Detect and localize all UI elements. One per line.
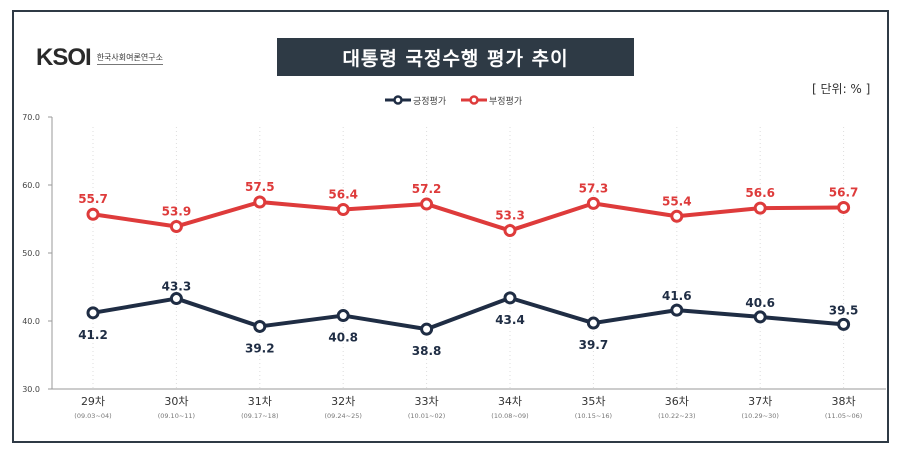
y-tick-label: 30.0 bbox=[22, 385, 40, 394]
y-tick-label: 60.0 bbox=[22, 181, 40, 190]
positive-point bbox=[420, 322, 434, 336]
positive-point bbox=[503, 291, 517, 305]
positive-point bbox=[586, 316, 600, 330]
negative-point bbox=[420, 197, 434, 211]
negative-data-label: 53.3 bbox=[495, 209, 525, 223]
negative-point bbox=[670, 209, 684, 223]
negative-point bbox=[503, 224, 517, 238]
y-tick-label: 70.0 bbox=[22, 113, 40, 122]
x-period-label: (10.15~16) bbox=[575, 412, 612, 420]
negative-point bbox=[169, 219, 183, 233]
positive-data-label: 39.2 bbox=[245, 341, 275, 355]
negative-data-label: 53.9 bbox=[162, 204, 192, 218]
negative-data-label: 57.2 bbox=[412, 182, 442, 196]
x-period-label: (09.24~25) bbox=[324, 412, 361, 420]
x-period-label: (10.29~30) bbox=[741, 412, 778, 420]
legend-label: 부정평가 bbox=[489, 96, 522, 107]
positive-point bbox=[670, 303, 684, 317]
negative-data-label: 55.7 bbox=[78, 192, 108, 206]
negative-point bbox=[753, 201, 767, 215]
logo-mark: KSOI bbox=[36, 44, 92, 71]
negative-series-line bbox=[92, 200, 844, 233]
positive-point bbox=[253, 319, 267, 333]
x-period-label: (10.08~09) bbox=[491, 412, 528, 420]
x-period-label: (10.22~23) bbox=[658, 412, 695, 420]
positive-series-line bbox=[92, 295, 844, 332]
negative-point bbox=[86, 207, 100, 221]
negative-data-label: 56.7 bbox=[829, 185, 859, 199]
x-tick-label: 33차 bbox=[415, 395, 439, 408]
logo-text: 한국사회여론연구소 bbox=[96, 52, 163, 65]
x-tick-label: 38차 bbox=[832, 395, 856, 408]
negative-point bbox=[253, 195, 267, 209]
x-tick-label: 37차 bbox=[748, 395, 772, 408]
x-tick-label: 31차 bbox=[248, 395, 272, 408]
unit-label: [ 단위: % ] bbox=[812, 82, 871, 96]
positive-data-label: 39.5 bbox=[829, 303, 859, 317]
positive-point bbox=[86, 306, 100, 320]
y-tick-label: 50.0 bbox=[22, 249, 40, 258]
positive-data-label: 38.8 bbox=[412, 344, 442, 358]
positive-data-label: 43.3 bbox=[162, 280, 192, 294]
positive-point bbox=[169, 292, 183, 306]
y-tick-label: 40.0 bbox=[22, 317, 40, 326]
positive-data-label: 43.4 bbox=[495, 313, 525, 327]
negative-data-label: 56.4 bbox=[328, 187, 358, 201]
negative-point bbox=[837, 200, 851, 214]
x-period-label: (09.17~18) bbox=[241, 412, 278, 420]
negative-point bbox=[586, 196, 600, 210]
chart-frame bbox=[12, 10, 889, 443]
positive-data-label: 40.6 bbox=[745, 296, 775, 310]
negative-data-label: 56.6 bbox=[745, 186, 775, 200]
negative-data-label: 57.5 bbox=[245, 180, 275, 194]
x-tick-label: 29차 bbox=[81, 395, 105, 408]
negative-data-label: 57.3 bbox=[579, 181, 609, 195]
chart-title: 대통령 국정수행 평가 추이 bbox=[277, 38, 634, 76]
logo: KSOI 한국사회여론연구소 bbox=[36, 44, 163, 72]
positive-data-label: 39.7 bbox=[579, 338, 609, 352]
x-period-label: (09.03~04) bbox=[74, 412, 111, 420]
positive-point bbox=[753, 310, 767, 324]
x-period-label: (10.01~02) bbox=[408, 412, 445, 420]
x-tick-label: 30차 bbox=[164, 395, 188, 408]
legend-marker bbox=[469, 95, 479, 105]
x-tick-label: 34차 bbox=[498, 395, 522, 408]
legend-marker bbox=[393, 95, 403, 105]
negative-data-label: 55.4 bbox=[662, 194, 692, 208]
x-period-label: (09.10~11) bbox=[158, 412, 195, 420]
x-tick-label: 32차 bbox=[331, 395, 355, 408]
positive-data-label: 41.2 bbox=[78, 328, 108, 342]
positive-data-label: 41.6 bbox=[662, 289, 692, 303]
positive-point bbox=[336, 309, 350, 323]
positive-data-label: 40.8 bbox=[328, 331, 358, 345]
x-tick-label: 36차 bbox=[665, 395, 689, 408]
legend-label: 긍정평가 bbox=[413, 96, 446, 107]
negative-point bbox=[336, 202, 350, 216]
x-period-label: (11.05~06) bbox=[825, 412, 862, 420]
x-tick-label: 35차 bbox=[581, 395, 605, 408]
positive-point bbox=[837, 317, 851, 331]
